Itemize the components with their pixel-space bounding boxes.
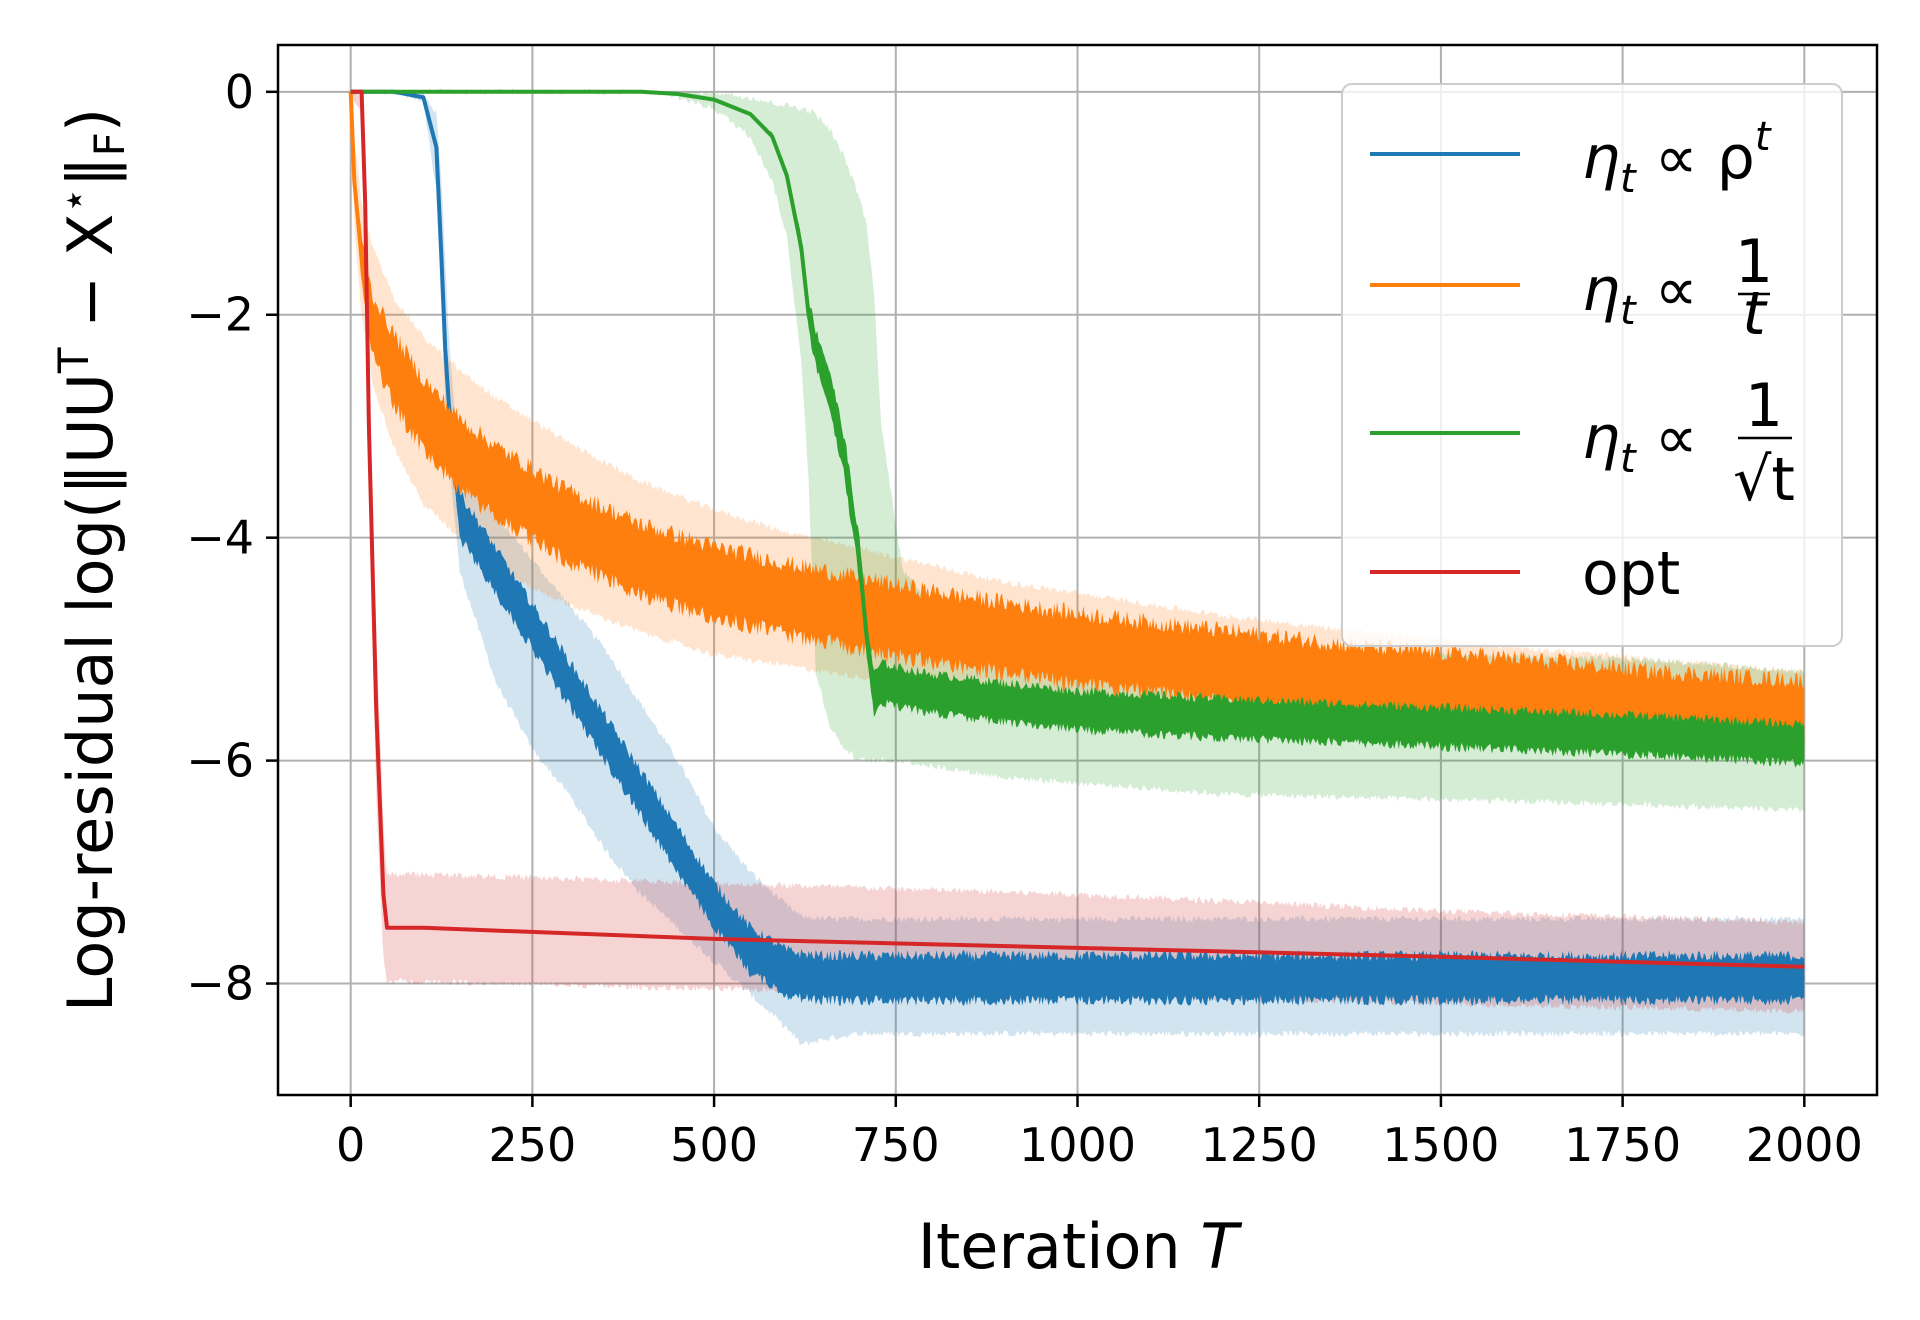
x-tick-label: 1250 — [1201, 1118, 1318, 1172]
y-tick-label: −6 — [186, 734, 254, 788]
legend-frac-num-inv-t: 1 — [1735, 227, 1773, 297]
x-ticks: 0 250 500 750 1000 1250 1500 1750 2000 — [336, 1095, 1863, 1172]
x-tick-label: 1000 — [1019, 1118, 1136, 1172]
line-inv-t — [348, 91, 1805, 718]
series-lines — [348, 89, 1805, 1006]
y-tick-label: 0 — [225, 65, 254, 119]
line-inv-sqrt-t — [350, 89, 1805, 746]
x-tick-label: 750 — [852, 1118, 940, 1172]
band-rho — [350, 88, 1805, 1046]
x-tick-label: 250 — [488, 1118, 576, 1172]
y-axis-title: Log-residual log(‖UUT − X⋆‖F) — [49, 108, 134, 1012]
legend-frac-den-inv-sqrt-t: √t — [1733, 445, 1795, 515]
legend-label-inv-t: ηt ∝ — [1582, 255, 1698, 334]
legend-label-inv-sqrt-t: ηt ∝ — [1582, 403, 1698, 482]
line-rho — [350, 89, 1805, 980]
x-tick-label: 0 — [336, 1118, 365, 1172]
x-tick-label: 500 — [670, 1118, 758, 1172]
legend-box — [1341, 83, 1843, 647]
y-tick-label: −8 — [186, 957, 254, 1011]
legend: ηt ∝ ρt ηt ∝ 1 t ηt ∝ 1 √t opt — [1341, 83, 1843, 647]
y-tick-label: −4 — [186, 511, 254, 565]
x-tick-label: 1500 — [1382, 1118, 1499, 1172]
x-tick-label: 2000 — [1746, 1118, 1863, 1172]
line-opt — [350, 89, 1805, 969]
legend-frac-num-inv-sqrt-t: 1 — [1745, 371, 1783, 441]
legend-label-opt: opt — [1582, 539, 1680, 609]
band-opt — [350, 89, 1805, 1014]
x-tick-label: 1750 — [1564, 1118, 1681, 1172]
y-ticks: 0 −2 −4 −6 −8 — [186, 65, 278, 1011]
y-tick-label: −2 — [186, 288, 254, 342]
oscillation-band-inv-t — [350, 91, 1805, 759]
legend-frac-den-inv-t: t — [1742, 279, 1768, 349]
legend-label-rho: ηt ∝ ρt — [1582, 114, 1772, 202]
x-axis-title: Iteration T — [918, 1210, 1243, 1283]
